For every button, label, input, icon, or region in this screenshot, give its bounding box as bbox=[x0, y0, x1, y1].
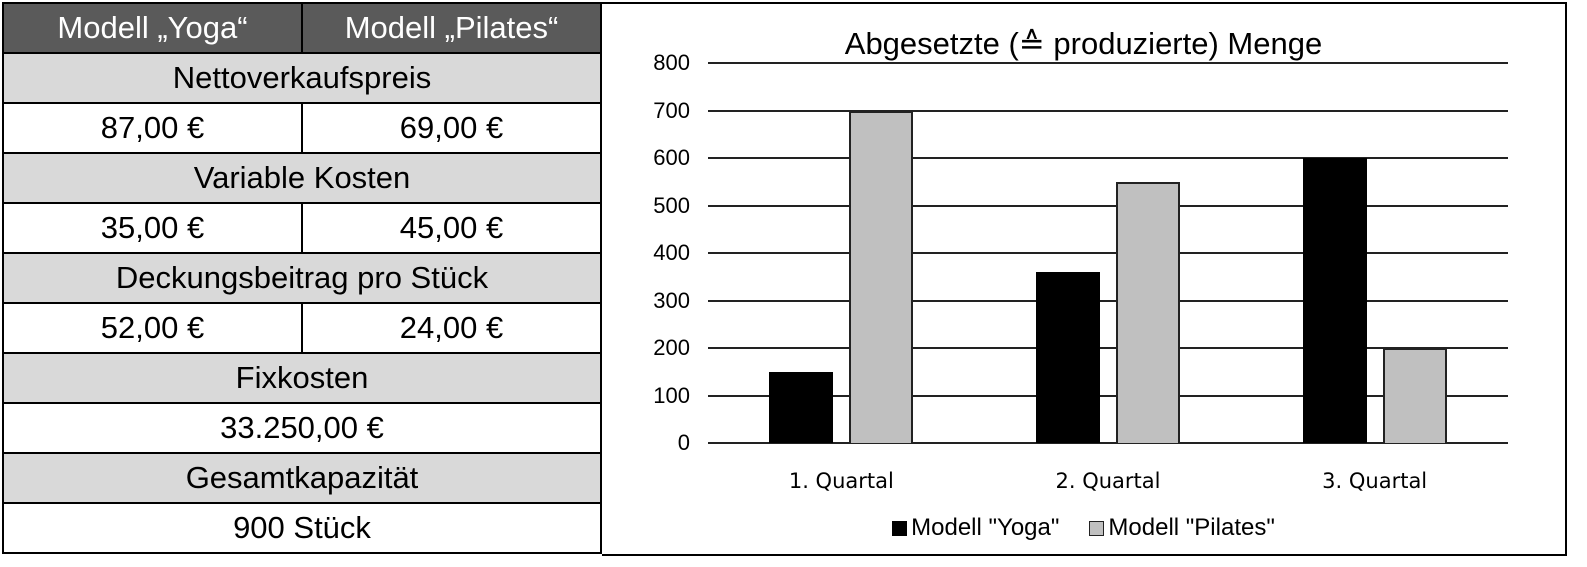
y-tick-label: 0 bbox=[677, 430, 690, 455]
value-yoga: 35,00 € bbox=[100, 210, 205, 245]
gridline bbox=[708, 442, 1508, 444]
legend-label-pilates: Modell "Pilates" bbox=[1108, 514, 1275, 541]
section-label-row: Nettoverkaufspreis bbox=[4, 54, 600, 104]
value-fixkosten: 33.250,00 € bbox=[220, 410, 384, 445]
gridline bbox=[708, 347, 1508, 349]
label-variable-kosten: Variable Kosten bbox=[193, 160, 411, 195]
value-yoga: 52,00 € bbox=[100, 310, 205, 345]
y-tick-label: 200 bbox=[653, 335, 690, 360]
y-tick-label: 800 bbox=[653, 50, 690, 75]
section-label-row: Variable Kosten bbox=[4, 154, 600, 204]
legend-item-pilates: Modell "Pilates" bbox=[1089, 514, 1275, 542]
gridline bbox=[708, 394, 1508, 397]
table-header-row: Modell „Yoga“ Modell „Pilates“ bbox=[4, 4, 600, 54]
gridline bbox=[708, 252, 1508, 254]
cost-table: Modell „Yoga“ Modell „Pilates“ Nettoverk… bbox=[2, 2, 602, 554]
chart-title: Abgesetzte (≙ produzierte) Menge bbox=[844, 26, 1323, 61]
value-row: 900 Stück bbox=[4, 504, 600, 554]
bar-pilates bbox=[1382, 348, 1447, 443]
section-label-row: Gesamtkapazität bbox=[4, 454, 600, 504]
y-tick-label: 500 bbox=[653, 192, 690, 218]
y-tick-label: 300 bbox=[653, 287, 690, 313]
yoga-swatch-icon bbox=[892, 520, 908, 536]
y-tick-label: 600 bbox=[653, 145, 690, 170]
value-yoga: 87,00 € bbox=[100, 110, 205, 145]
bar-pilates bbox=[1116, 181, 1180, 443]
bar-yoga bbox=[1036, 272, 1100, 443]
label-deckungsbeitrag: Deckungsbeitrag pro Stück bbox=[115, 260, 489, 295]
x-tick-label: 2. Quartal bbox=[1055, 469, 1161, 493]
bar-chart: Abgesetzte (≙ produzierte) Menge 0 100 200… bbox=[602, 2, 1567, 556]
x-tick-label: 1. Quartal bbox=[788, 469, 894, 493]
gridline bbox=[708, 204, 1508, 207]
section-label-row: Deckungsbeitrag pro Stück bbox=[4, 254, 600, 304]
header-yoga: Modell „Yoga“ bbox=[57, 10, 248, 45]
pilates-swatch-icon bbox=[1089, 520, 1105, 536]
bar-yoga bbox=[769, 371, 834, 443]
y-tick-label: 400 bbox=[653, 240, 690, 265]
value-pilates: 69,00 € bbox=[301, 104, 600, 152]
gridline bbox=[708, 157, 1508, 159]
value-gesamtkapazitaet: 900 Stück bbox=[233, 510, 371, 545]
value-pilates: 24,00 € bbox=[301, 304, 600, 352]
value-row: 87,00 € 69,00 € bbox=[4, 104, 600, 154]
legend-item-yoga: Modell "Yoga" bbox=[892, 514, 1059, 542]
bar-pilates bbox=[849, 110, 914, 443]
label-nettoverkaufspreis: Nettoverkaufspreis bbox=[172, 60, 432, 95]
x-tick-label: 3. Quartal bbox=[1322, 469, 1428, 493]
value-row: 52,00 € 24,00 € bbox=[4, 304, 600, 354]
header-pilates: Modell „Pilates“ bbox=[301, 4, 600, 52]
legend: Modell "Yoga" Modell "Pilates" bbox=[602, 514, 1565, 542]
gridline bbox=[708, 299, 1508, 302]
y-tick-label: 700 bbox=[653, 97, 690, 123]
value-row: 35,00 € 45,00 € bbox=[4, 204, 600, 254]
section-label-row: Fixkosten bbox=[4, 354, 600, 404]
plot-area: 0 100 200 300 400 500 600 700 800 bbox=[653, 50, 1508, 455]
label-gesamtkapazitaet: Gesamtkapazität bbox=[185, 460, 419, 495]
label-fixkosten: Fixkosten bbox=[235, 360, 369, 395]
legend-label-yoga: Modell "Yoga" bbox=[911, 514, 1060, 541]
gridline bbox=[708, 109, 1508, 112]
bar-yoga bbox=[1302, 158, 1367, 443]
value-row: 33.250,00 € bbox=[4, 404, 600, 454]
y-tick-label: 100 bbox=[653, 382, 690, 408]
value-pilates: 45,00 € bbox=[301, 204, 600, 252]
gridline bbox=[708, 62, 1508, 64]
